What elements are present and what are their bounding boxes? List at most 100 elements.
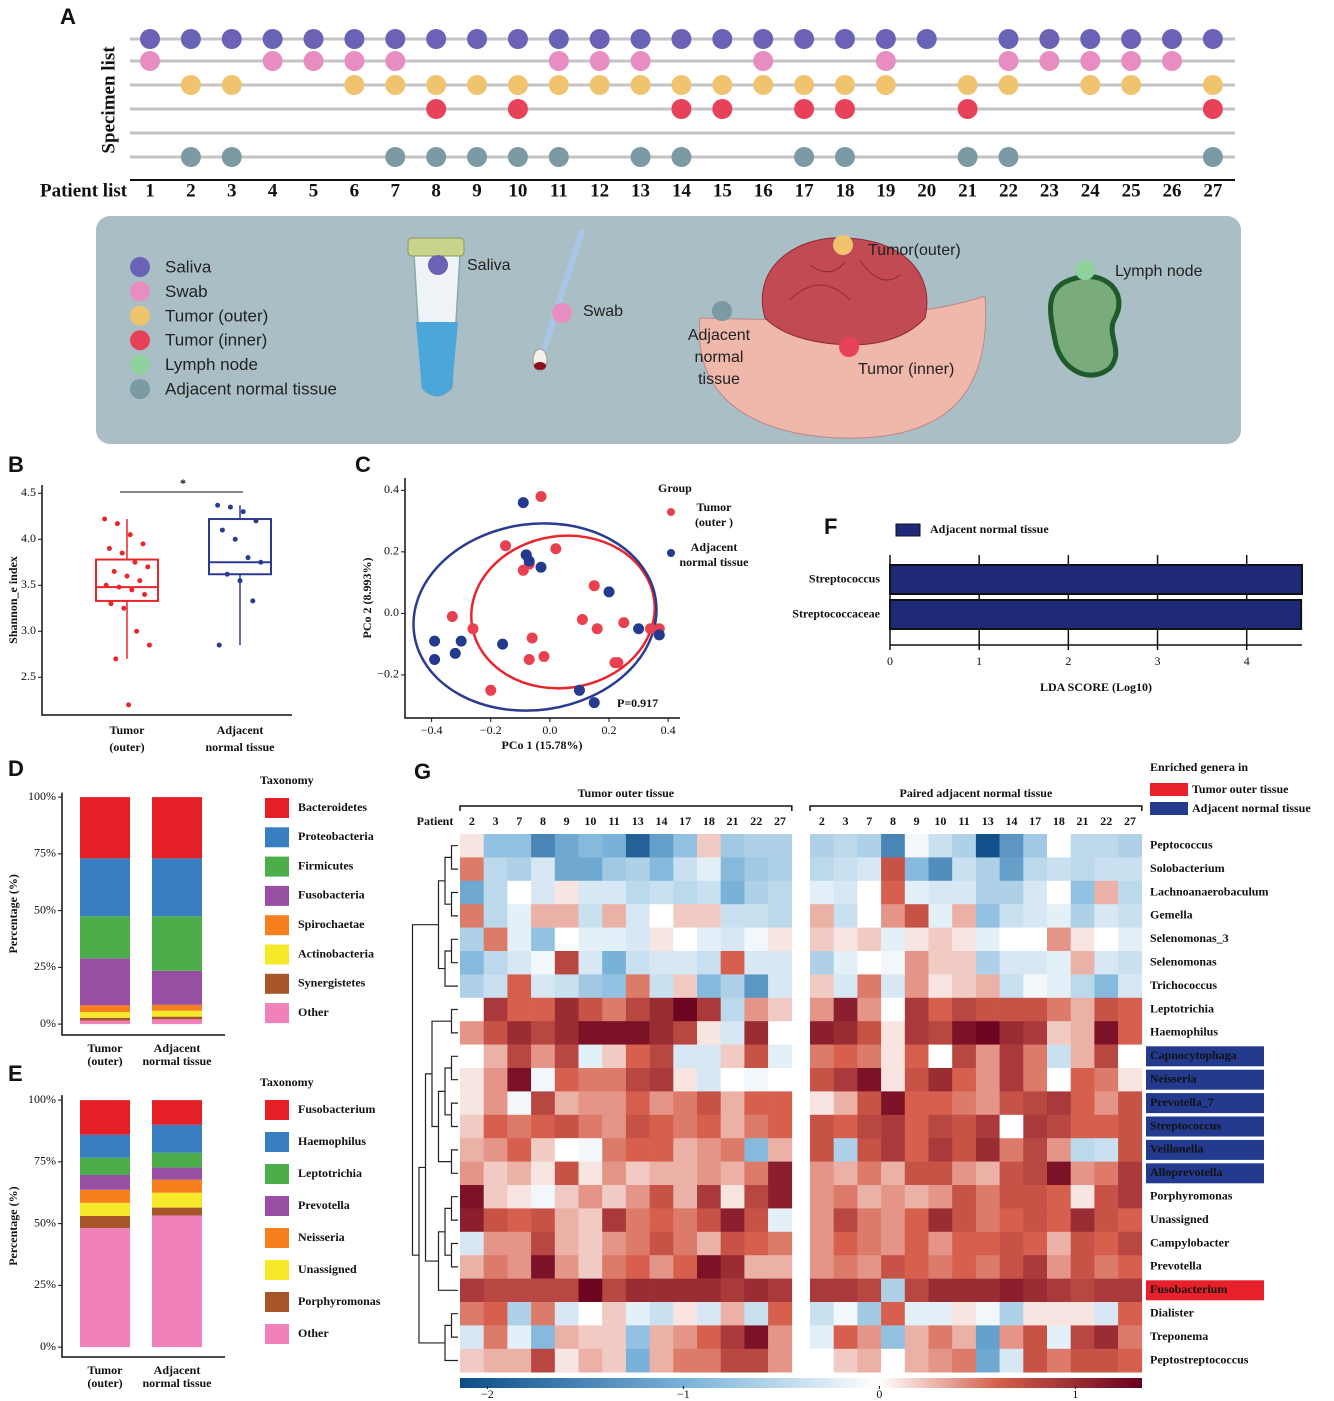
bar-segment (152, 1100, 202, 1125)
heatmap-cell (768, 1278, 793, 1303)
heatmap-cell (649, 1114, 674, 1139)
heatmap-cell (483, 927, 508, 952)
heatmap-cell (1118, 1185, 1143, 1209)
heatmap-cell (649, 1161, 674, 1186)
dendrogram (450, 1196, 458, 1221)
heatmap-cell (531, 1255, 556, 1279)
heatmap-cell (768, 1068, 793, 1092)
heatmap-cell (744, 1302, 769, 1326)
heatmap-cell (952, 1208, 977, 1233)
heatmap-cell (975, 857, 1000, 882)
heatmap-cell (1023, 1091, 1048, 1116)
heatmap-cell (554, 1348, 579, 1373)
heatmap-cell (857, 904, 882, 928)
panel-label: A (60, 4, 76, 29)
heatmap-cell (460, 1091, 484, 1116)
column-label: 10 (584, 814, 596, 828)
heatmap-cell (697, 904, 721, 928)
heatmap-cell (768, 1185, 793, 1209)
heatmap-cell (554, 1278, 579, 1303)
heatmap-cell (857, 1348, 882, 1373)
heatmap-cell (975, 997, 1000, 1022)
heatmap-cell (857, 1208, 882, 1233)
bar-segment (152, 1167, 202, 1180)
legend-swatch (895, 523, 921, 537)
heatmap-cell (1070, 974, 1095, 999)
heatmap-cell (602, 1021, 627, 1045)
heatmap-cell (744, 1068, 769, 1092)
heatmap-cell (720, 1255, 745, 1279)
specimen-dot (753, 51, 774, 71)
heatmap-cell (904, 857, 929, 882)
heatmap-cell (697, 1255, 721, 1279)
heatmap-cell (999, 1138, 1024, 1162)
heatmap-cell (952, 1091, 977, 1116)
colorbar (460, 1378, 1142, 1388)
column-label: 9 (564, 814, 570, 828)
heatmap-cell (768, 974, 793, 999)
heatmap-cell (625, 1208, 650, 1233)
heatmap-cell (975, 880, 1000, 905)
x-tick-label: 1 (976, 654, 982, 668)
specimen-marker (428, 255, 448, 275)
x-tick-label: 6 (350, 180, 360, 201)
heatmap-cell (810, 857, 834, 882)
bar-segment (152, 1152, 202, 1168)
heatmap-cell (720, 1021, 745, 1045)
heatmap-cell (768, 1302, 793, 1326)
heatmap-cell (881, 1091, 906, 1116)
heatmap-cell (833, 997, 858, 1022)
heatmap-cell (507, 1278, 532, 1303)
confidence-ellipse (412, 522, 658, 712)
heatmap-cell (531, 904, 556, 928)
x-tick-label: 21 (958, 180, 977, 201)
heatmap-cell (881, 1044, 906, 1069)
heatmap-cell (649, 834, 674, 858)
heatmap-cell (1118, 1278, 1143, 1303)
heatmap-cell (625, 1325, 650, 1350)
specimen-dot (1121, 51, 1142, 71)
data-point (618, 617, 630, 629)
colorbar-tick-label: 0 (876, 1387, 882, 1401)
heatmap-cell (602, 1255, 627, 1279)
heatmap-cell (602, 1302, 627, 1326)
heatmap-cell (975, 834, 1000, 858)
heatmap-cell (1023, 1231, 1048, 1256)
data-point (129, 587, 135, 593)
heatmap-cell (881, 880, 906, 905)
dendrogram (450, 845, 458, 870)
heatmap-cell (928, 1044, 953, 1069)
heatmap-cell (673, 974, 698, 999)
heatmap-cell (1094, 951, 1119, 975)
legend-swatch (265, 1003, 289, 1024)
heatmap-cell (483, 834, 508, 858)
heatmap-cell (1118, 1161, 1143, 1186)
heatmap-cell (625, 1044, 650, 1069)
x-tick-label: 7 (391, 180, 401, 201)
heatmap-cell (1070, 1138, 1095, 1162)
heatmap-cell (460, 1138, 484, 1162)
heatmap-cell (1094, 880, 1119, 905)
specimen-dot (180, 29, 201, 49)
heatmap-cell (833, 1348, 858, 1373)
dendrogram (444, 856, 452, 905)
heatmap-cell (904, 1021, 929, 1045)
legend-title: Enriched genera in (1150, 760, 1248, 774)
data-point (113, 656, 119, 662)
heatmap-cell (1023, 1138, 1048, 1162)
dendrogram (450, 1008, 458, 1034)
heatmap-cell (999, 1255, 1024, 1279)
heatmap-cell (483, 1185, 508, 1209)
heatmap-cell (975, 1278, 1000, 1303)
heatmap-cell (720, 1185, 745, 1209)
legend-label: Tumor (outer) (165, 306, 268, 325)
heatmap-cell (928, 1208, 953, 1233)
heatmap-cell (720, 1138, 745, 1162)
row-label: Porphyromonas (1150, 1188, 1233, 1202)
data-point (588, 580, 600, 592)
heatmap-cell (744, 1021, 769, 1045)
heatmap-cell (857, 997, 882, 1022)
heatmap-cell (881, 1325, 906, 1350)
heatmap-cell (1118, 1302, 1143, 1326)
heatmap-cell (975, 1138, 1000, 1162)
